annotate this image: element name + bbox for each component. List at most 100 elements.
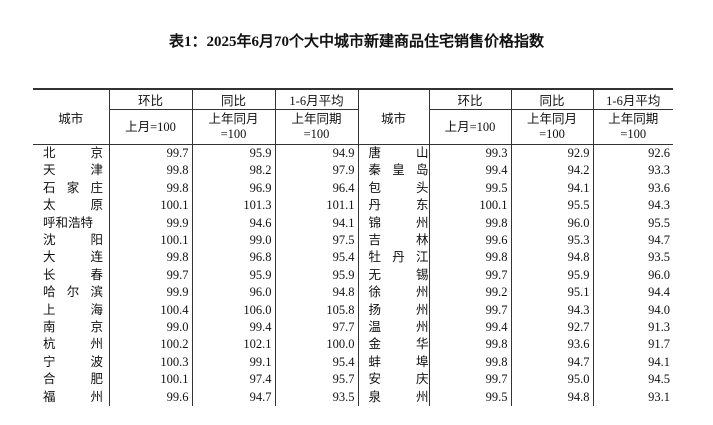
city-name: 牡丹江 [358,249,430,267]
city-name: 丹东 [358,197,430,215]
mom-value: 99.0 [109,319,193,337]
city-name: 长春 [33,266,110,285]
table-row: 呼和浩特 99.9 94.6 94.1 锦州 99.8 96.0 95.5 [33,214,673,233]
header-mom-right: 环比 [429,88,512,110]
header-mom-sub: 上月=100 [109,109,193,145]
yoy-value: 95.1 [511,284,594,302]
yoy-value: 95.9 [192,144,276,163]
mom-value: 99.7 [109,266,193,285]
header-yoy-right: 同比 [511,88,594,110]
yoy-value: 96.9 [192,179,276,198]
city-name: 无锡 [358,266,430,285]
mom-value: 99.6 [109,388,193,407]
mom-value: 99.4 [429,162,512,180]
header-avg-right: 1-6月平均 [593,88,673,110]
avg-value: 93.1 [648,389,670,404]
avg-value: 91.3 [648,320,670,335]
yoy-value: 98.2 [192,162,276,180]
mom-value: 99.8 [109,162,193,180]
table-row: 宁波 100.3 99.1 95.4 蚌埠 99.8 94.7 94.1 [33,353,673,372]
city-name: 哈尔滨 [33,284,110,302]
table-title: 表1：2025年6月70个大中城市新建商品住宅销售价格指数 [168,34,544,50]
city-name: 秦皇岛 [358,162,430,180]
city-name: 蚌埠 [358,353,430,372]
yoy-value: 95.9 [511,266,594,285]
yoy-value: 97.4 [192,371,276,389]
city-name: 泉州 [358,388,430,407]
yoy-value: 94.6 [192,214,276,233]
table-row: 北京 99.7 95.9 94.9 唐山 99.3 92.9 92.6 [33,144,673,163]
price-index-table: 城市 环比 同比 1-6月平均 城市 环比 同比 1-6月平均 上月=100 上… [33,88,673,407]
yoy-value: 94.7 [511,353,594,372]
table-row: 福州 99.6 94.7 93.5 泉州 99.5 94.8 93.1 [33,388,673,407]
header-avg-sub-right: 上年同期 =100 [593,109,673,145]
city-name: 北京 [33,144,110,163]
yoy-value: 94.1 [511,179,594,198]
city-name: 安庆 [358,371,430,389]
mom-value: 100.1 [109,197,193,215]
yoy-value: 102.1 [192,336,276,354]
avg-value: 100.0 [275,336,359,354]
mom-value: 99.8 [429,353,512,372]
table-row: 杭州 100.2 102.1 100.0 金华 99.8 93.6 91.7 [33,336,673,354]
avg-value: 96.0 [648,267,670,282]
mom-value: 100.1 [109,371,193,389]
avg-value: 94.5 [648,372,670,387]
yoy-value: 95.3 [511,232,594,250]
avg-value: 94.1 [275,214,359,233]
yoy-value: 96.0 [511,214,594,233]
city-name: 天津 [33,162,110,180]
header-city-right: 城市 [358,88,430,145]
city-name: 杭州 [33,336,110,354]
table-row: 上海 100.4 106.0 105.8 扬州 99.7 94.3 94.0 [33,301,673,320]
mom-value: 100.3 [109,353,193,372]
city-name: 合肥 [33,371,110,389]
city-name: 上海 [33,301,110,320]
mom-value: 99.8 [109,249,193,267]
yoy-value: 99.4 [192,319,276,337]
city-name: 温州 [358,319,430,337]
mom-value: 99.7 [429,371,512,389]
mom-value: 100.2 [109,336,193,354]
yoy-value: 99.0 [192,232,276,250]
mom-value: 99.9 [109,214,193,233]
city-name: 包头 [358,179,430,198]
table-row: 合肥 100.1 97.4 95.7 安庆 99.7 95.0 94.5 [33,371,673,389]
yoy-value: 99.1 [192,353,276,372]
mom-value: 99.5 [429,179,512,198]
avg-value: 94.4 [648,285,670,300]
avg-value: 91.7 [648,337,670,352]
table-row: 长春 99.7 95.9 95.9 无锡 99.7 95.9 96.0 [33,266,673,285]
city-name: 吉林 [358,232,430,250]
yoy-value: 101.3 [192,197,276,215]
city-name: 徐州 [358,284,430,302]
yoy-value: 95.9 [192,266,276,285]
avg-value: 94.7 [648,233,670,248]
mom-value: 99.8 [429,214,512,233]
avg-value: 93.5 [275,388,359,407]
yoy-value: 94.7 [192,388,276,407]
table-row: 天津 99.8 98.2 97.9 秦皇岛 99.4 94.2 93.3 [33,162,673,180]
yoy-value: 106.0 [192,301,276,320]
avg-value: 92.6 [648,146,670,160]
avg-value: 94.1 [648,354,670,369]
avg-value: 95.5 [648,215,670,230]
yoy-value: 94.3 [511,301,594,320]
city-name: 呼和浩特 [33,214,110,233]
avg-value: 94.9 [275,144,359,163]
mom-value: 99.7 [109,144,193,163]
yoy-value: 95.5 [511,197,594,215]
city-name: 太原 [33,197,110,215]
header-avg-sub: 上年同期 =100 [275,109,359,145]
city-name: 大连 [33,249,110,267]
avg-value: 97.7 [275,319,359,337]
yoy-value: 94.8 [511,249,594,267]
avg-value: 94.8 [275,284,359,302]
table-row: 太原 100.1 101.3 101.1 丹东 100.1 95.5 94.3 [33,197,673,215]
mom-value: 100.4 [109,301,193,320]
mom-value: 99.9 [109,284,193,302]
header-yoy: 同比 [192,88,276,110]
avg-value: 93.5 [648,250,670,265]
city-name: 沈阳 [33,232,110,250]
avg-value: 96.4 [275,179,359,198]
